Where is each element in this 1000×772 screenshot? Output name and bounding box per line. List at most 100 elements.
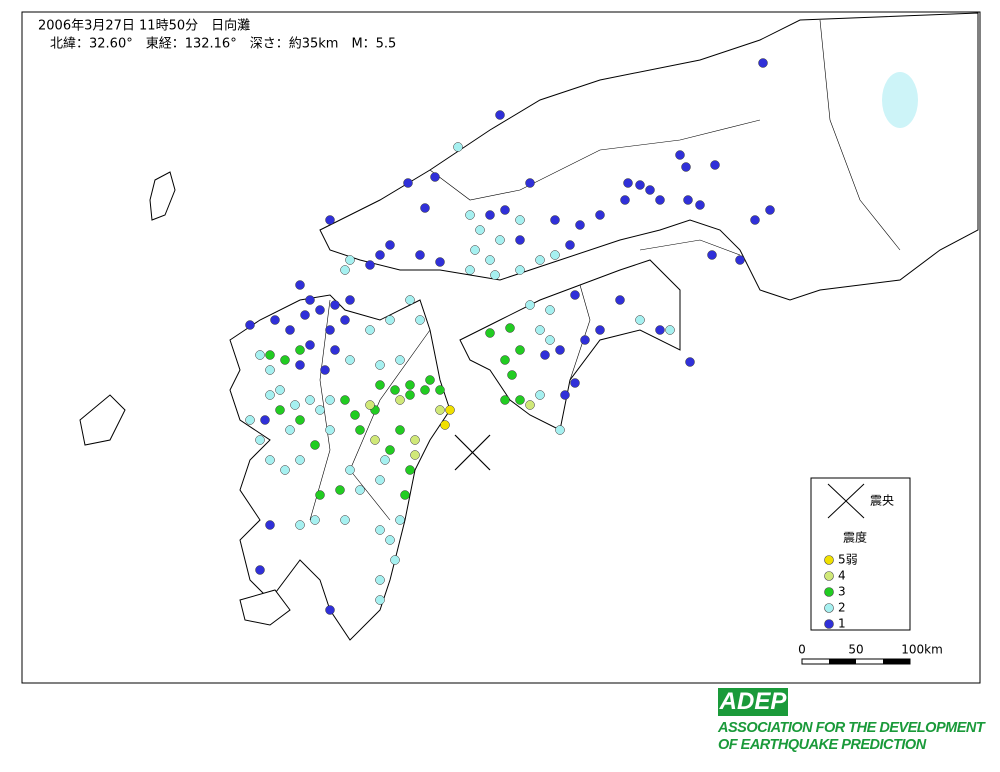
border <box>429 119 761 201</box>
legend-epicenter-mark <box>827 483 865 519</box>
station-dot <box>535 325 545 335</box>
station-dot <box>405 295 415 305</box>
station-dot <box>675 150 685 160</box>
lake <box>882 72 918 128</box>
scale-segment <box>883 659 910 664</box>
station-dot <box>305 395 315 405</box>
station-dot <box>515 345 525 355</box>
station-dot <box>325 605 335 615</box>
island <box>79 394 126 446</box>
border <box>349 329 431 521</box>
legend-swatch <box>824 619 834 629</box>
station-dot <box>405 465 415 475</box>
legend-swatch <box>824 555 834 565</box>
station-dot <box>280 355 290 365</box>
header-line: 2006年3月27日 11時50分 日向灘 <box>38 18 250 34</box>
station-dot <box>550 215 560 225</box>
station-dot <box>555 345 565 355</box>
station-dot <box>765 205 775 215</box>
station-dot <box>385 315 395 325</box>
station-dot <box>260 415 270 425</box>
border <box>569 284 591 381</box>
station-dot <box>403 178 413 188</box>
island <box>239 589 291 626</box>
legend-label: 4 <box>838 569 846 583</box>
station-dot <box>435 257 445 267</box>
station-dot <box>255 565 265 575</box>
station-dot <box>350 410 360 420</box>
station-dot <box>750 215 760 225</box>
station-dot <box>295 415 305 425</box>
station-dot <box>355 425 365 435</box>
station-dot <box>495 110 505 120</box>
station-dot <box>290 400 300 410</box>
station-dot <box>295 360 305 370</box>
station-dot <box>465 265 475 275</box>
station-dot <box>270 315 280 325</box>
station-dot <box>560 390 570 400</box>
station-dot <box>645 185 655 195</box>
station-dot <box>310 515 320 525</box>
station-dot <box>365 325 375 335</box>
station-dot <box>470 245 480 255</box>
station-dot <box>707 250 717 260</box>
legend: 震央 震度 5弱 4 3 2 1 <box>810 477 911 631</box>
station-dot <box>500 395 510 405</box>
station-dot <box>295 455 305 465</box>
station-dot <box>340 395 350 405</box>
station-dot <box>525 400 535 410</box>
station-dot <box>425 375 435 385</box>
station-dot <box>395 395 405 405</box>
station-dot <box>285 425 295 435</box>
epicenter <box>454 434 491 471</box>
station-dot <box>515 395 525 405</box>
kyushu <box>229 294 451 641</box>
station-dot <box>265 365 275 375</box>
station-dot <box>255 435 265 445</box>
station-dot <box>340 515 350 525</box>
station-dot <box>655 325 665 335</box>
station-dot <box>295 345 305 355</box>
station-dot <box>265 350 275 360</box>
station-dot <box>525 300 535 310</box>
station-dot <box>315 490 325 500</box>
station-dot <box>295 520 305 530</box>
station-dot <box>305 295 315 305</box>
shikoku <box>459 259 681 431</box>
station-dot <box>540 350 550 360</box>
map: 2006年3月27日 11時50分 日向灘 北緯：32.60° 東経：132.1… <box>21 11 981 684</box>
station-dot <box>681 162 691 172</box>
station-dot <box>485 328 495 338</box>
station-dot <box>325 425 335 435</box>
station-dot <box>515 235 525 245</box>
station-dot <box>665 325 675 335</box>
legend-swatch <box>824 603 834 613</box>
station-dot <box>265 520 275 530</box>
island <box>149 171 176 221</box>
station-dot <box>475 225 485 235</box>
station-dot <box>325 395 335 405</box>
legend-title: 震度 <box>843 530 867 545</box>
legend-label: 3 <box>838 585 846 599</box>
station-dot <box>285 325 295 335</box>
station-dot <box>515 265 525 275</box>
station-dot <box>330 300 340 310</box>
station-dot <box>245 320 255 330</box>
station-dot <box>545 335 555 345</box>
scale-bar: 0 50 100km <box>798 643 943 665</box>
station-dot <box>345 255 355 265</box>
station-dot <box>420 385 430 395</box>
station-dot <box>265 390 275 400</box>
scale-segment <box>829 659 856 664</box>
station-dot <box>345 355 355 365</box>
station-dot <box>685 357 695 367</box>
station-dot <box>275 405 285 415</box>
stations <box>245 58 775 615</box>
station-dot <box>325 325 335 335</box>
station-dot <box>555 425 565 435</box>
station-dot <box>395 355 405 365</box>
legend-label: 1 <box>838 617 846 631</box>
legend-label: 5弱 <box>838 553 858 567</box>
station-dot <box>500 205 510 215</box>
station-dot <box>365 260 375 270</box>
